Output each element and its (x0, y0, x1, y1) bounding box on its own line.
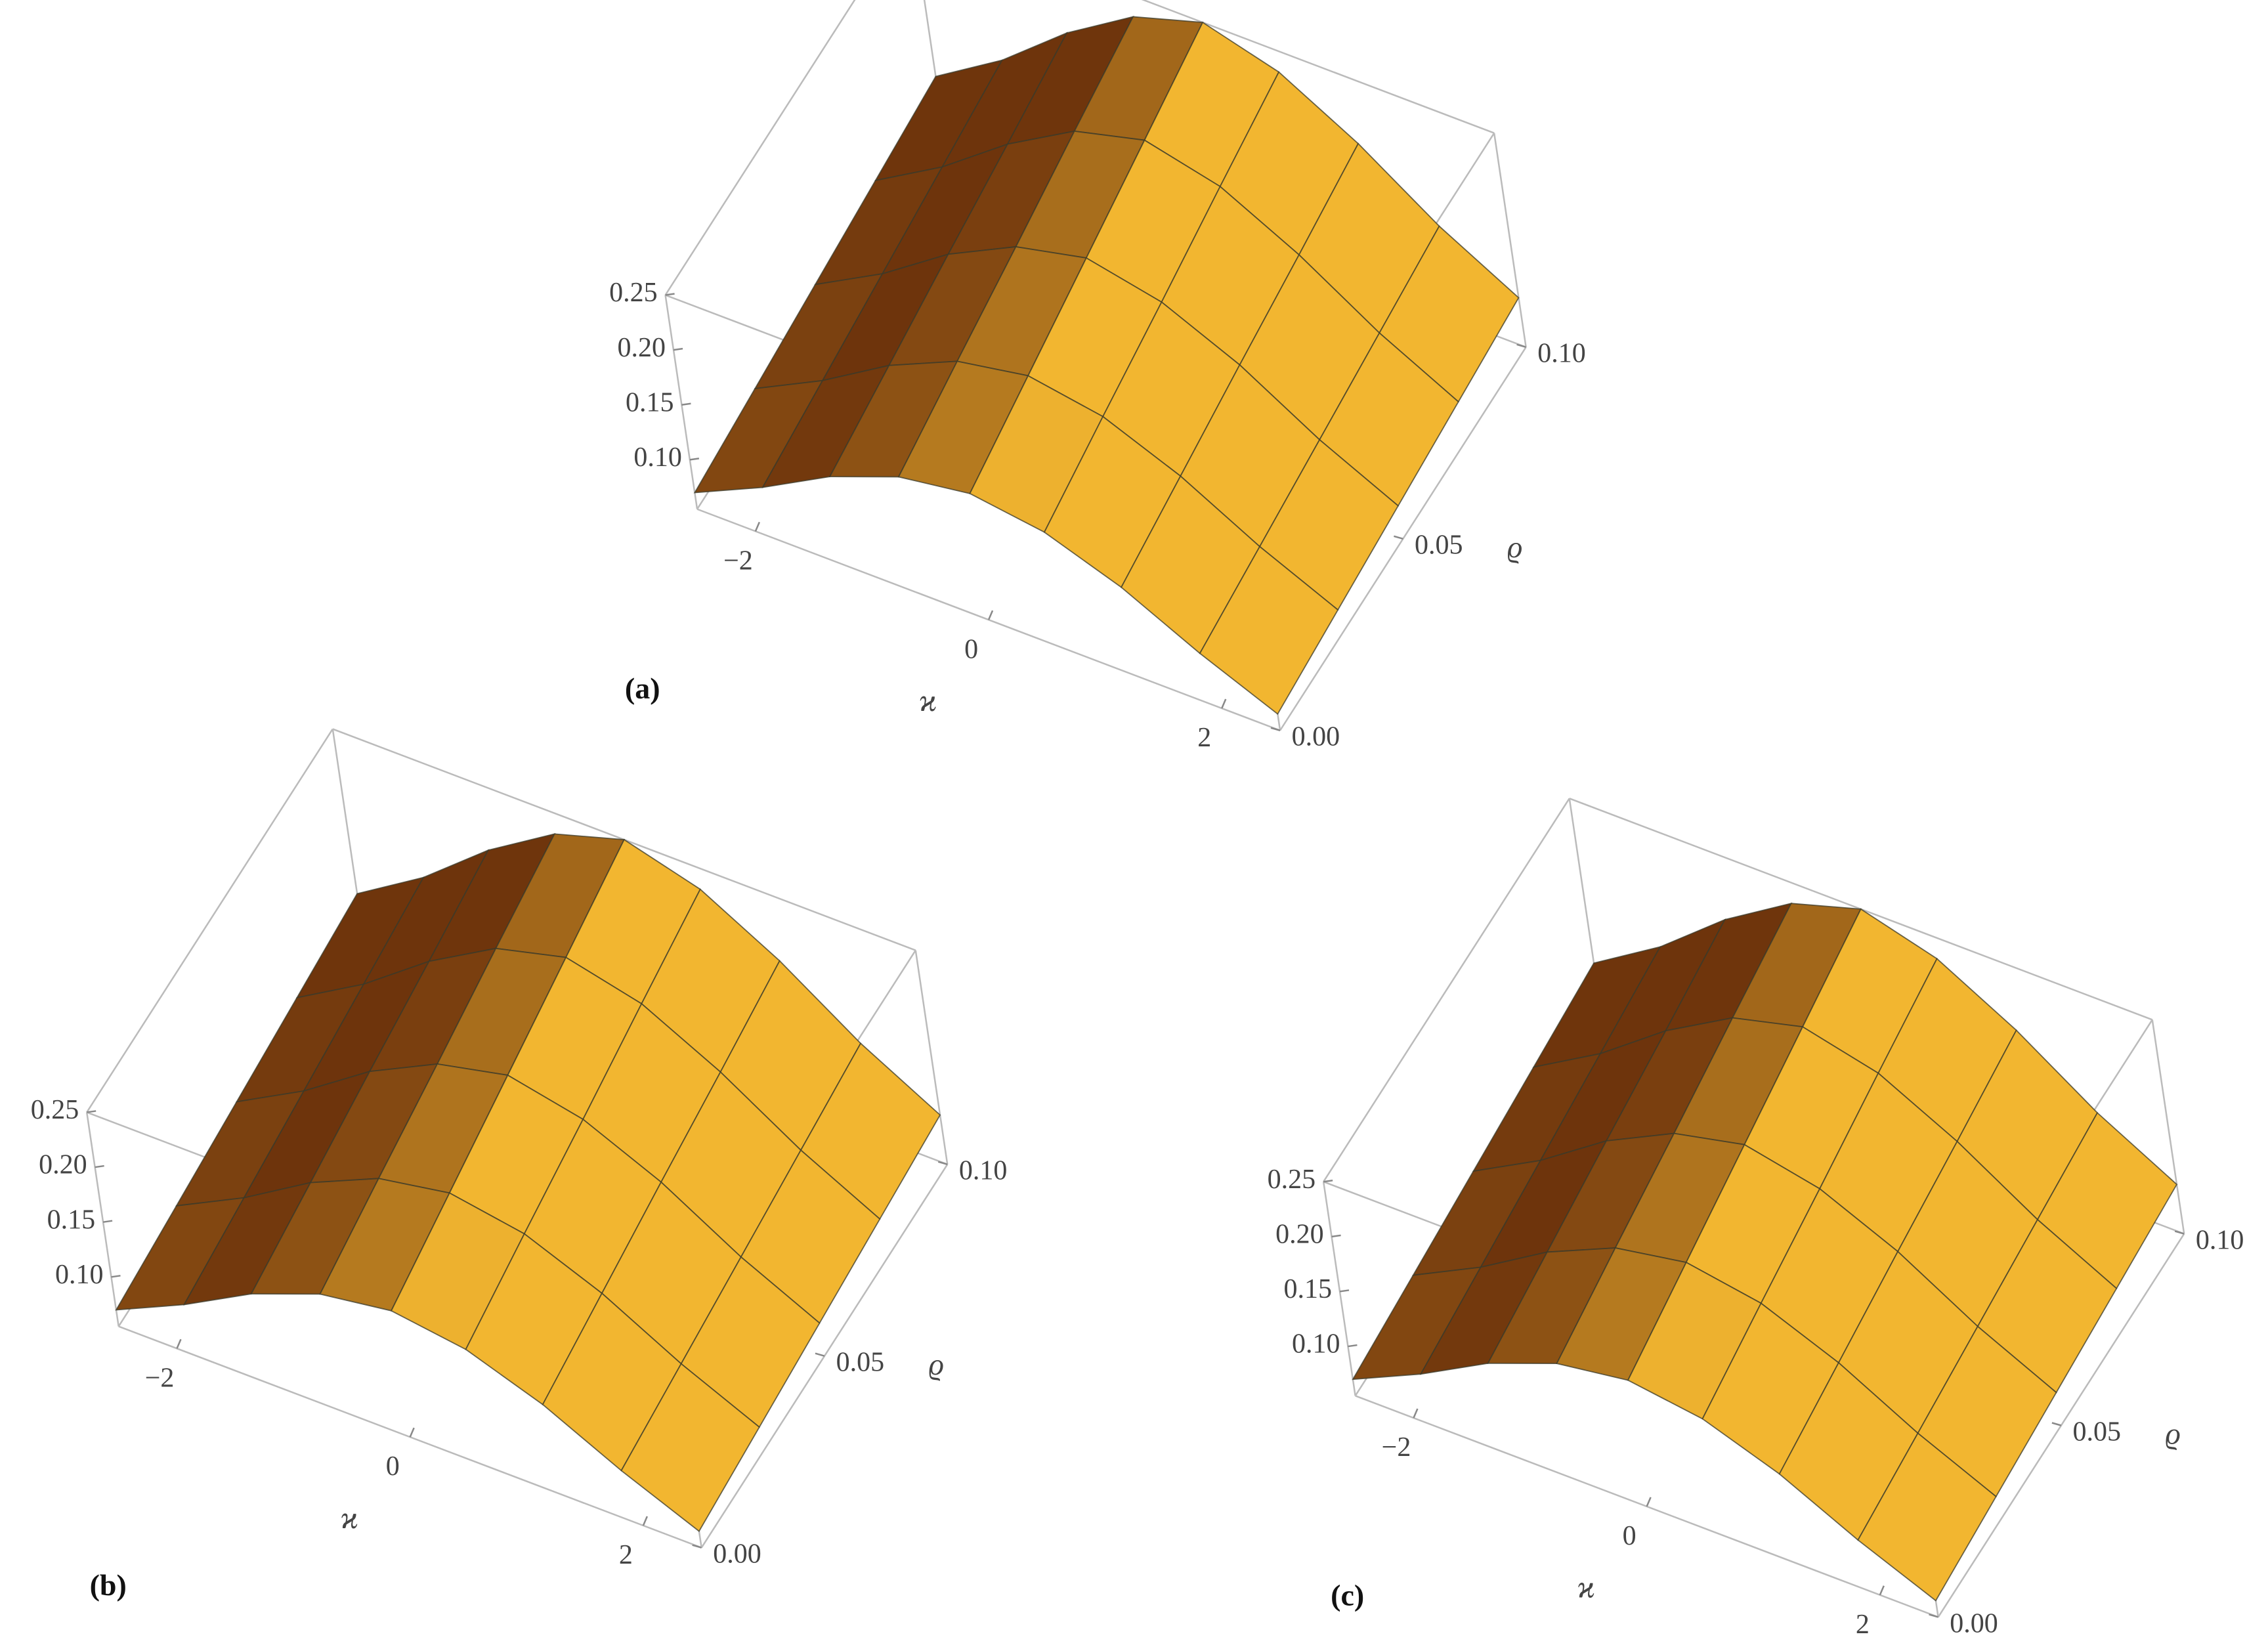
surface-patch (1857, 1432, 1997, 1602)
panel-label: (a) (625, 672, 660, 705)
box-edge (1493, 133, 1527, 348)
y-tick-label: 0.05 (836, 1348, 885, 1378)
z-tick-label: 0.25 (609, 278, 658, 308)
panel-label: (c) (1331, 1578, 1364, 1612)
z-tick-label: 0.10 (1292, 1329, 1340, 1359)
x-axis-label: ϰ (1577, 1570, 1595, 1605)
box-edge (1323, 798, 1570, 1182)
surface-patch (1199, 545, 1339, 715)
y-tick (692, 1544, 702, 1549)
x-tick-label: 2 (1197, 723, 1211, 753)
surface-patch (620, 1363, 760, 1532)
z-tick-label: 0.25 (31, 1095, 79, 1125)
x-tick (1413, 1408, 1419, 1419)
panel-label: (b) (90, 1568, 127, 1602)
z-tick (689, 458, 700, 461)
y-tick (1393, 535, 1403, 540)
z-tick-label: 0.15 (1284, 1274, 1333, 1304)
x-axis-label: ϰ (919, 683, 937, 718)
x-tick-label: 2 (1856, 1610, 1870, 1640)
y-axis-label: ϱ (1507, 530, 1522, 564)
x-tick (176, 1338, 182, 1349)
y-tick-label: 0.00 (713, 1539, 761, 1570)
y-tick (815, 1352, 825, 1357)
box-edge (700, 1164, 949, 1549)
x-tick (987, 610, 994, 620)
y-axis-label: ϱ (929, 1348, 944, 1381)
z-tick (1331, 1234, 1341, 1238)
z-tick-label: 0.20 (39, 1150, 87, 1180)
surface-plot: 0.10 0.15 0.20 0.25 −2 0 2 0.00 0.05 0.10 ϰ ϱ (a) (609, 0, 1586, 753)
z-tick-label: 0.25 (1268, 1165, 1316, 1195)
box-edge (914, 950, 949, 1165)
surface-plot: 0.10 0.15 0.20 0.25 −2 0 2 0.00 0.05 0.10 ϰ ϱ (b) (31, 728, 1008, 1602)
x-tick-label: −2 (723, 545, 753, 576)
z-tick (102, 1220, 113, 1223)
x-tick (1879, 1585, 1885, 1596)
x-tick-label: −2 (1382, 1432, 1411, 1463)
z-tick (1348, 1344, 1358, 1348)
y-tick-label: 0.10 (2196, 1225, 2244, 1255)
z-tick (1339, 1289, 1350, 1293)
y-axis-label: ϱ (2166, 1417, 2181, 1451)
y-tick (937, 1161, 948, 1165)
y-tick-label: 0.10 (959, 1156, 1008, 1186)
z-tick (673, 347, 683, 351)
y-tick-label: 0.00 (1950, 1608, 1998, 1638)
y-tick (2174, 1230, 2185, 1235)
y-tick-label: 0.05 (2073, 1417, 2122, 1447)
box-edge (85, 1112, 119, 1327)
box-edge (2151, 1019, 2185, 1234)
box-edge (664, 0, 856, 296)
x-tick-label: 0 (964, 634, 978, 664)
x-tick-label: 2 (619, 1540, 633, 1570)
x-tick (642, 1516, 649, 1526)
x-tick-label: −2 (145, 1363, 175, 1393)
z-tick-label: 0.10 (633, 442, 682, 473)
z-tick-label: 0.20 (1275, 1219, 1324, 1249)
box-edge (664, 295, 698, 509)
x-tick-label: 0 (386, 1451, 400, 1482)
z-tick-label: 0.15 (626, 387, 674, 417)
box-edge (1322, 1182, 1356, 1396)
z-tick (681, 402, 691, 406)
y-tick (1516, 343, 1526, 349)
x-axis-label: ϰ (341, 1501, 358, 1535)
x-tick (409, 1427, 415, 1438)
z-tick (665, 293, 675, 296)
z-tick (1323, 1179, 1333, 1183)
x-tick (1221, 698, 1227, 709)
z-tick-label: 0.15 (47, 1205, 96, 1235)
z-tick (111, 1275, 121, 1278)
y-tick (1929, 1614, 1938, 1618)
z-tick (87, 1110, 96, 1113)
z-tick-label: 0.10 (55, 1260, 104, 1290)
y-tick-label: 0.00 (1292, 722, 1340, 752)
x-tick (754, 521, 761, 532)
y-tick-label: 0.10 (1537, 339, 1586, 369)
x-tick (1646, 1497, 1652, 1507)
y-tick (1270, 727, 1281, 731)
z-tick-label: 0.20 (618, 333, 666, 363)
surface-plot: 0.10 0.15 0.20 0.25 −2 0 2 0.00 0.05 0.10 ϰ ϱ (c) (1268, 798, 2244, 1640)
x-tick-label: 0 (1623, 1521, 1637, 1551)
y-tick-label: 0.05 (1415, 530, 1463, 561)
z-tick (95, 1165, 104, 1168)
box-edge (86, 728, 333, 1113)
y-tick (2051, 1422, 2062, 1426)
